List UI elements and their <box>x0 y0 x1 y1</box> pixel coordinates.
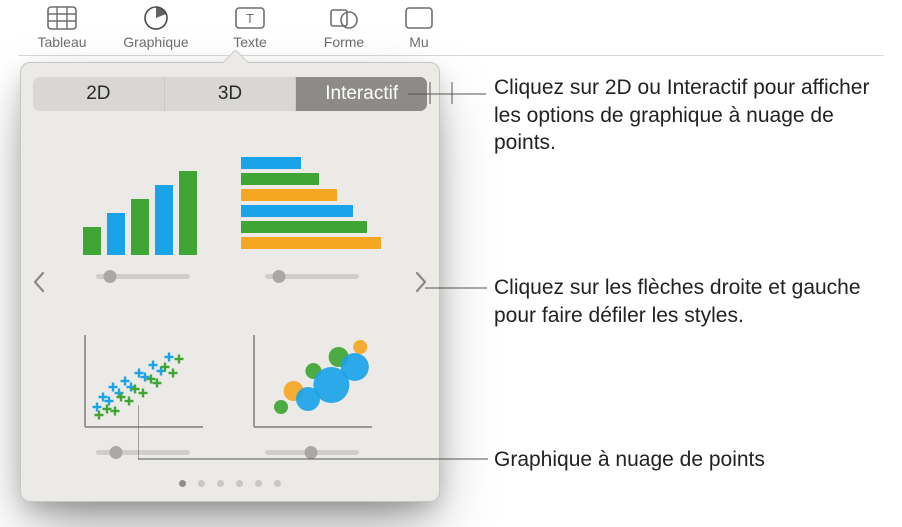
next-style-arrow[interactable] <box>407 262 435 302</box>
style-slider[interactable] <box>96 269 190 283</box>
chart-type-segmented: 2D 3D Interactif <box>33 77 427 111</box>
toolbar-label: Forme <box>324 34 364 50</box>
chart-thumb-column[interactable] <box>69 123 217 285</box>
toolbar-label: Mu <box>409 34 428 50</box>
column-chart-icon <box>73 151 213 261</box>
toolbar-item-tableau[interactable]: Tableau <box>18 0 106 54</box>
hbar-chart-icon <box>237 151 387 261</box>
page-dot[interactable] <box>236 480 243 487</box>
toolbar-label: Tableau <box>37 34 86 50</box>
page-indicator <box>21 480 439 487</box>
callout-tabs: Cliquez sur 2D ou Interactif pour affich… <box>494 74 884 157</box>
toolbar-item-texte[interactable]: T Texte <box>206 0 294 54</box>
tab-3d[interactable]: 3D <box>165 77 297 111</box>
style-slider[interactable] <box>265 269 359 283</box>
page-dot[interactable] <box>198 480 205 487</box>
prev-style-arrow[interactable] <box>25 262 53 302</box>
shape-icon <box>328 4 360 32</box>
toolbar-label: Graphique <box>123 34 188 50</box>
media-icon <box>403 4 435 32</box>
toolbar-item-media[interactable]: Mu <box>394 0 444 54</box>
page-dot[interactable] <box>179 480 186 487</box>
page-dot[interactable] <box>217 480 224 487</box>
toolbar-item-forme[interactable]: Forme <box>300 0 388 54</box>
callout-arrows: Cliquez sur les flèches droite et gauche… <box>494 274 884 329</box>
chart-thumb-hbar[interactable] <box>233 123 391 285</box>
pie-chart-icon <box>140 4 172 32</box>
svg-text:T: T <box>246 11 254 26</box>
toolbar-item-graphique[interactable]: Graphique <box>112 0 200 54</box>
page-dot[interactable] <box>274 480 281 487</box>
callout-line <box>138 405 488 463</box>
toolbar: Tableau Graphique T Texte Forme Mu <box>18 0 884 56</box>
toolbar-label: Texte <box>233 34 266 50</box>
tab-2d[interactable]: 2D <box>33 77 165 111</box>
callout-scatter: Graphique à nuage de points <box>494 446 894 474</box>
callout-line <box>408 80 486 104</box>
callout-line <box>425 287 487 289</box>
page-dot[interactable] <box>255 480 262 487</box>
text-icon: T <box>234 4 266 32</box>
table-icon <box>46 4 78 32</box>
